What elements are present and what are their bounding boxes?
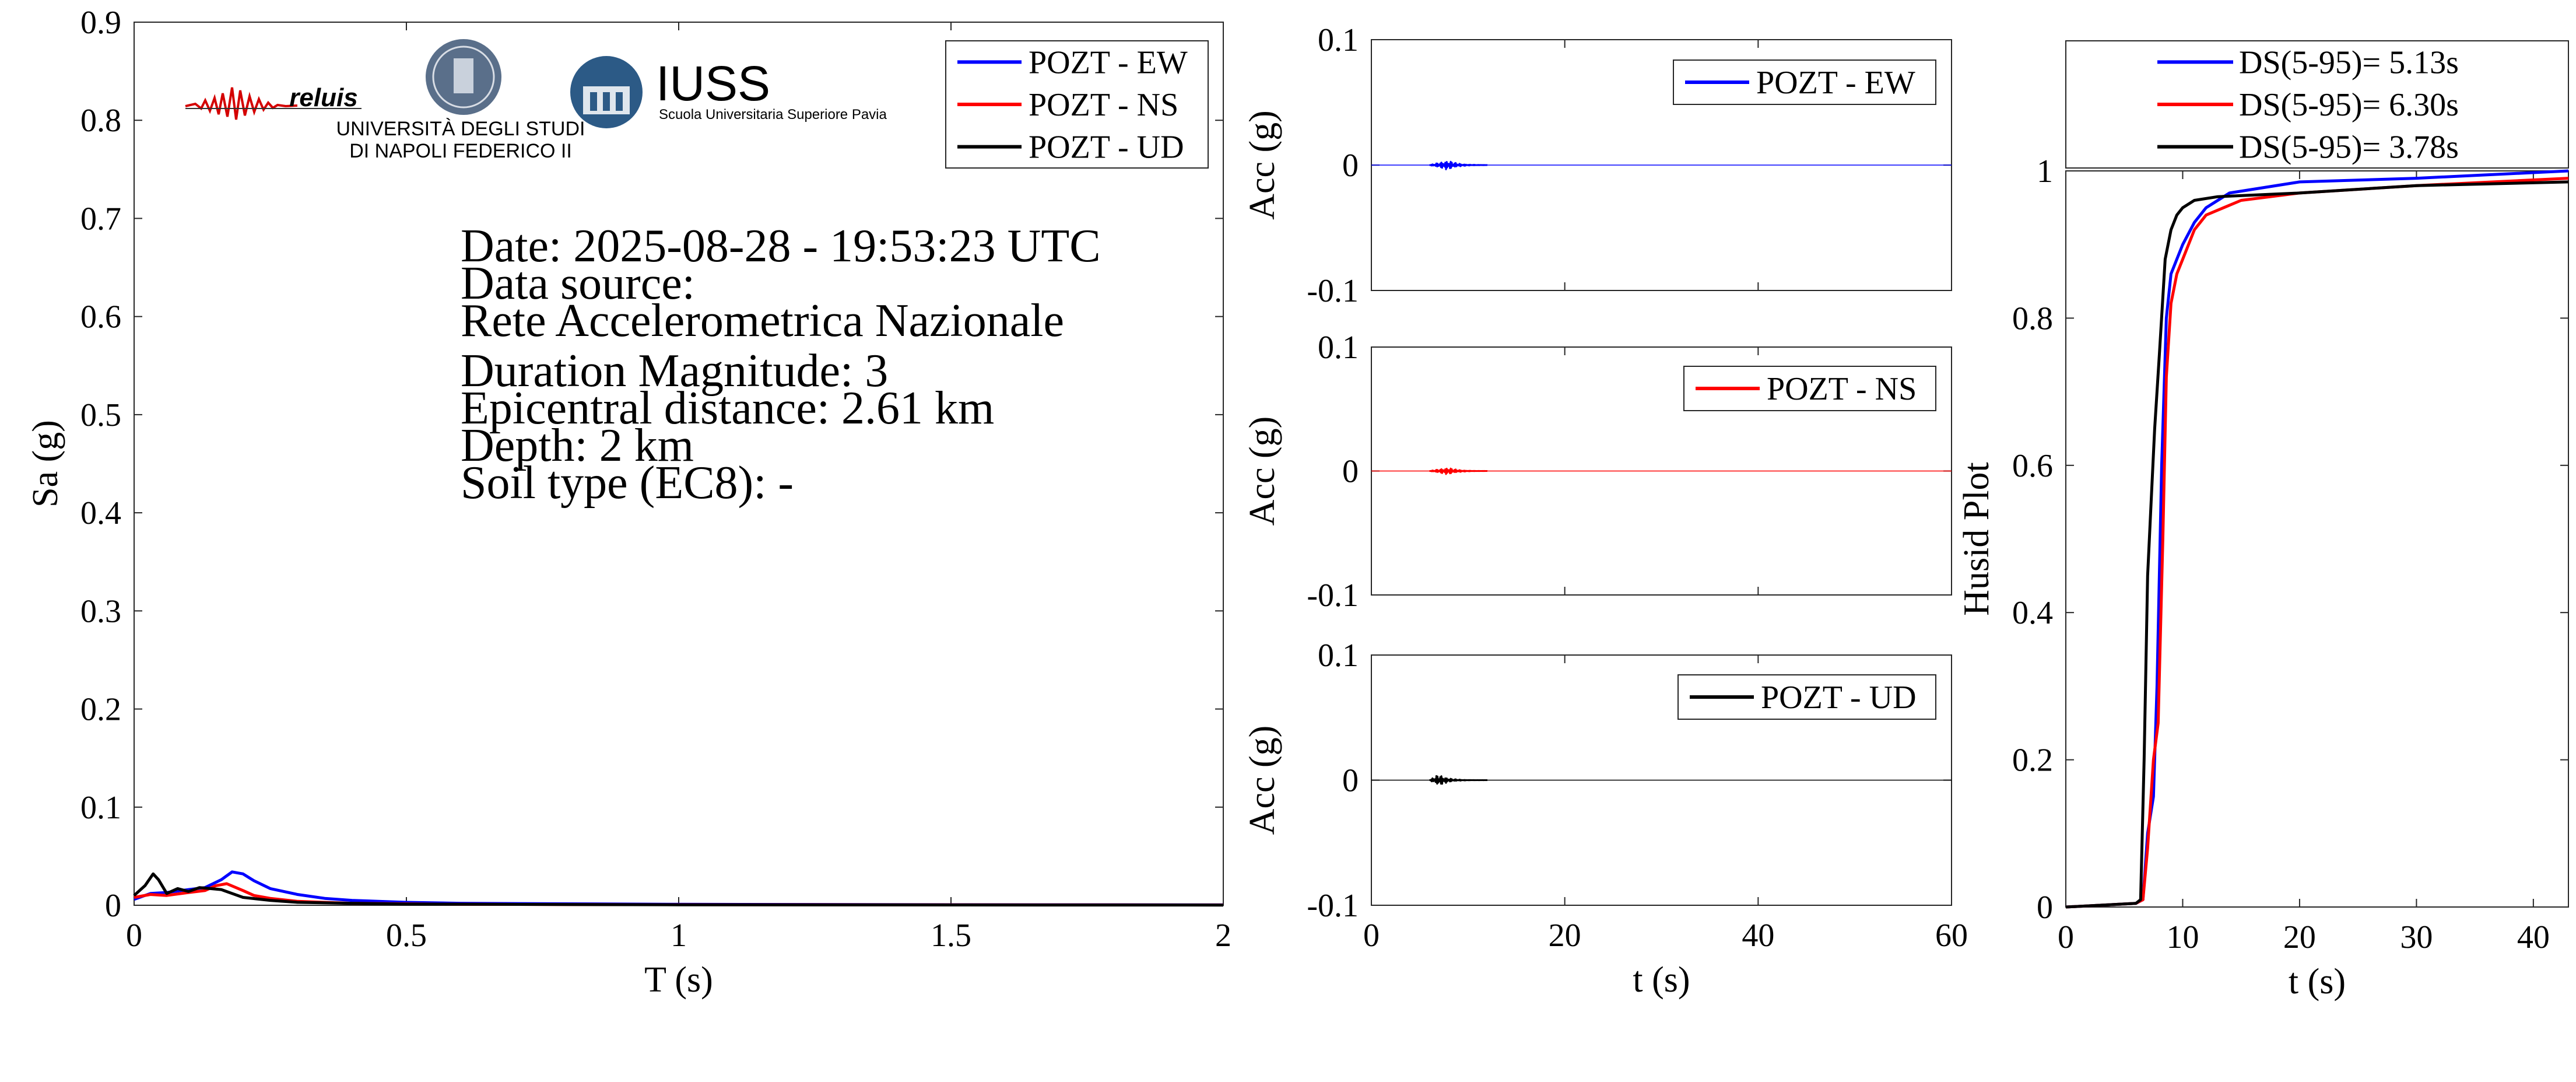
y-tick-label: -0.1 xyxy=(1307,273,1359,309)
legend-entry: DS(5-95)= 5.13s xyxy=(2239,44,2459,80)
y-tick-label: 0.4 xyxy=(2012,595,2053,631)
y-axis-label: Acc (g) xyxy=(1243,726,1282,835)
y-tick-label: 0.2 xyxy=(80,692,121,728)
x-tick-label: 0.5 xyxy=(386,918,427,954)
spectrum-series-line xyxy=(133,872,1224,907)
info-soil: Soil type (EC8): - xyxy=(461,457,794,509)
x-tick-label: 30 xyxy=(2400,919,2433,955)
info-depth: Depth: 2 km xyxy=(461,420,694,471)
legend-entry: POZT - UD xyxy=(1761,680,1917,716)
reluis-label: reluis xyxy=(289,83,357,112)
husid-series-line xyxy=(2065,180,2569,909)
reluis-logo: reluis xyxy=(185,83,362,120)
plot-area xyxy=(134,22,1224,906)
legend-entry: POZT - NS xyxy=(1767,371,1917,407)
y-tick-label: 0 xyxy=(105,888,121,924)
x-tick-label: 10 xyxy=(2166,919,2199,955)
y-tick-label: 0 xyxy=(2037,890,2053,926)
y-axis-label: Husid Plot xyxy=(1957,462,1996,616)
iuss-logo: IUSS Scuola Universitaria Superiore Pavi… xyxy=(570,56,887,128)
legend-entry: POZT - UD xyxy=(1029,129,1184,166)
y-tick-label: 0.1 xyxy=(1318,330,1359,366)
x-axis-label: T (s) xyxy=(644,960,713,1000)
ud-acceleration-chart: 0 20 40 60-0.100.1t (s)Acc (g)POZT - UD xyxy=(1243,638,1968,1000)
y-tick-label: 0.2 xyxy=(2012,743,2053,779)
info-source-label: Data source: xyxy=(461,258,695,309)
legend xyxy=(1677,674,1936,720)
x-tick-label: 20 xyxy=(1549,918,1581,954)
info-magnitude: Duration Magnitude: 3 xyxy=(461,345,888,397)
y-tick-label: -0.1 xyxy=(1307,577,1359,614)
legend xyxy=(2065,40,2569,169)
y-tick-label: 0.5 xyxy=(80,397,121,433)
reluis-waveform-icon xyxy=(185,87,298,120)
y-tick-label: 0.6 xyxy=(80,299,121,335)
y-tick-label: 0.7 xyxy=(80,201,121,237)
x-tick-label: 1 xyxy=(671,918,687,954)
y-tick-label: 0 xyxy=(1342,763,1359,799)
x-tick-label: 60 xyxy=(1935,918,1968,954)
x-tick-label: 0 xyxy=(2058,919,2074,955)
ns-acceleration-chart: -0.1 0 0.1 Acc (g) POZT - NS xyxy=(1243,330,1952,614)
y-tick-label: 0 xyxy=(1342,454,1359,490)
y-tick-label: 0.9 xyxy=(80,5,121,41)
x-tick-label: 0 xyxy=(1363,918,1380,954)
y-tick-label: 0 xyxy=(1342,148,1359,184)
y-tick-label: 0.8 xyxy=(2012,300,2053,337)
x-tick-label: 0 xyxy=(126,918,142,954)
unina-line1: UNIVERSITÀ DEGLI STUDI xyxy=(336,118,585,140)
plot-area xyxy=(2065,170,2569,908)
legend-entry: DS(5-95)= 3.78s xyxy=(2239,129,2459,166)
event-info: Date: 2025-08-28 - 19:53:23 UTC Data sou… xyxy=(461,220,1101,509)
acceleration-trace xyxy=(1429,467,1488,475)
husid-series-line xyxy=(2065,177,2569,909)
x-tick-label: 40 xyxy=(2517,919,2550,955)
legend-entry: DS(5-95)= 6.30s xyxy=(2239,87,2459,123)
acceleration-trace xyxy=(1429,775,1488,785)
y-tick-label: 0.6 xyxy=(2012,448,2053,484)
y-axis-label: Sa (g) xyxy=(26,420,65,507)
y-tick-label: 0.1 xyxy=(1318,638,1359,674)
y-tick-label: -0.1 xyxy=(1307,888,1359,924)
x-tick-label: 2 xyxy=(1215,918,1231,954)
x-axis-label: t (s) xyxy=(2289,962,2346,1002)
x-tick-label: 20 xyxy=(2283,919,2316,955)
y-tick-label: 0.8 xyxy=(80,103,121,139)
x-tick-label: 1.5 xyxy=(931,918,971,954)
y-tick-label: 0.4 xyxy=(80,495,121,531)
legend-entry: POZT - NS xyxy=(1029,87,1178,123)
y-axis-label: Acc (g) xyxy=(1243,416,1282,526)
legend-entry: POZT - EW xyxy=(1756,65,1915,101)
husid-chart: 0 10 20 30 40 0 0.2 0.4 0.6 0.8 1 t (s) Husid Plot DS… xyxy=(1957,40,2569,1002)
unina-logo: UNIVERSITÀ DEGLI STUDI DI NAPOLI FEDERIC… xyxy=(336,39,585,162)
info-date: Date: 2025-08-28 - 19:53:23 UTC xyxy=(461,220,1101,272)
y-tick-label: 1 xyxy=(2037,153,2053,190)
iuss-label: IUSS xyxy=(656,56,770,111)
unina-line2: DI NAPOLI FEDERICO II xyxy=(349,140,572,162)
y-tick-label: 0.3 xyxy=(80,593,121,629)
info-source: Rete Accelerometrica Nazionale xyxy=(461,295,1064,346)
y-tick-label: 0.1 xyxy=(1318,22,1359,58)
x-tick-label: 40 xyxy=(1742,918,1774,954)
iuss-subtitle: Scuola Universitaria Superiore Pavia xyxy=(659,107,887,122)
y-tick-label: 0.1 xyxy=(80,790,121,826)
info-distance: Epicentral distance: 2.61 km xyxy=(461,383,994,434)
acceleration-trace xyxy=(1429,160,1488,170)
ew-acceleration-chart: -0.1 0 0.1 Acc (g) POZT - EW xyxy=(1243,22,1952,309)
legend-entry: POZT - EW xyxy=(1029,44,1188,80)
spectrum-chart: 0 0.5 1 1.5 2 0 0.1 0.2 0.3 0.4 0.5 0.6 0.7 0.8 0.9 T (… xyxy=(26,5,1231,1000)
y-axis-label: Acc (g) xyxy=(1243,110,1282,220)
x-axis-label: t (s) xyxy=(1633,960,1690,1000)
